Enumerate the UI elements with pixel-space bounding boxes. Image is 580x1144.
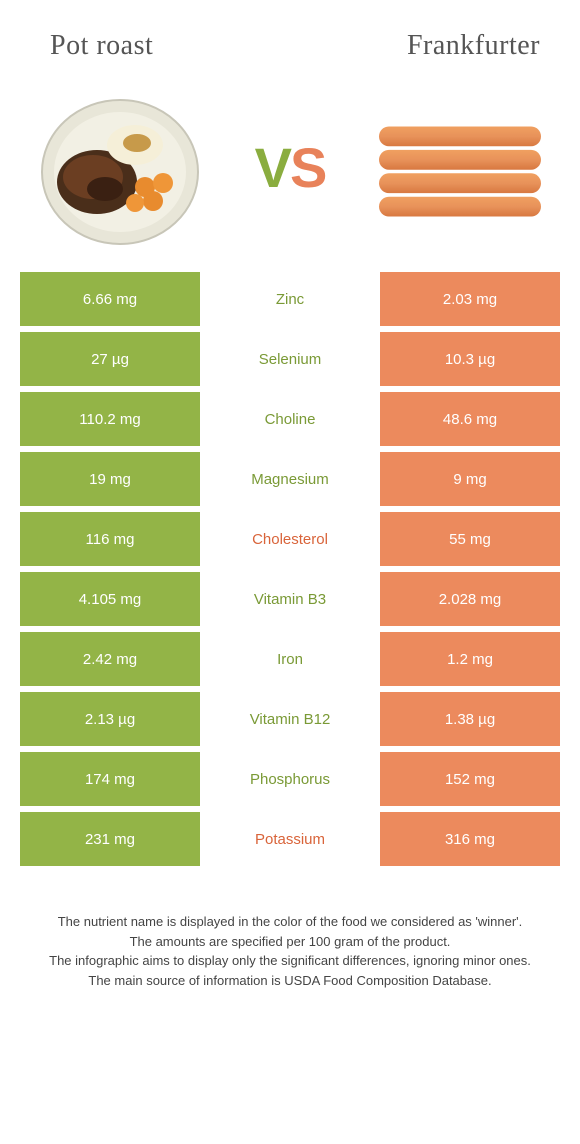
left-value: 110.2 mg	[20, 392, 200, 446]
table-row: 174 mgPhosphorus152 mg	[20, 752, 560, 806]
nutrient-label: Choline	[200, 392, 380, 446]
table-row: 2.42 mgIron1.2 mg	[20, 632, 560, 686]
right-value: 1.2 mg	[380, 632, 560, 686]
vs-label: VS	[255, 135, 326, 200]
nutrient-label: Magnesium	[200, 452, 380, 506]
footer-line-1: The nutrient name is displayed in the co…	[30, 912, 550, 932]
table-row: 231 mgPotassium316 mg	[20, 812, 560, 866]
right-value: 2.03 mg	[380, 272, 560, 326]
left-value: 6.66 mg	[20, 272, 200, 326]
table-row: 116 mgCholesterol55 mg	[20, 512, 560, 566]
title-left: Pot roast	[50, 30, 153, 62]
right-value: 316 mg	[380, 812, 560, 866]
left-value: 27 µg	[20, 332, 200, 386]
table-row: 2.13 µgVitamin B121.38 µg	[20, 692, 560, 746]
title-row: Pot roast Frankfurter	[0, 0, 580, 72]
right-value: 48.6 mg	[380, 392, 560, 446]
right-value: 1.38 µg	[380, 692, 560, 746]
right-value: 152 mg	[380, 752, 560, 806]
left-value: 116 mg	[20, 512, 200, 566]
right-value: 2.028 mg	[380, 572, 560, 626]
hero-row: VS	[0, 72, 580, 272]
left-value: 174 mg	[20, 752, 200, 806]
nutrient-label: Vitamin B3	[200, 572, 380, 626]
right-value: 10.3 µg	[380, 332, 560, 386]
pot-roast-image	[30, 87, 210, 247]
footer-notes: The nutrient name is displayed in the co…	[0, 872, 580, 990]
title-right: Frankfurter	[407, 30, 540, 62]
left-value: 19 mg	[20, 452, 200, 506]
vs-s: S	[290, 136, 325, 199]
table-row: 6.66 mgZinc2.03 mg	[20, 272, 560, 326]
left-value: 2.42 mg	[20, 632, 200, 686]
table-row: 19 mgMagnesium9 mg	[20, 452, 560, 506]
left-value: 2.13 µg	[20, 692, 200, 746]
table-row: 27 µgSelenium10.3 µg	[20, 332, 560, 386]
left-value: 4.105 mg	[20, 572, 200, 626]
footer-line-2: The amounts are specified per 100 gram o…	[30, 932, 550, 952]
nutrient-label: Cholesterol	[200, 512, 380, 566]
footer-line-4: The main source of information is USDA F…	[30, 971, 550, 991]
nutrient-label: Iron	[200, 632, 380, 686]
footer-line-3: The infographic aims to display only the…	[30, 951, 550, 971]
frankfurter-image	[370, 87, 550, 247]
table-row: 4.105 mgVitamin B32.028 mg	[20, 572, 560, 626]
nutrient-label: Phosphorus	[200, 752, 380, 806]
vs-v: V	[255, 136, 290, 199]
right-value: 9 mg	[380, 452, 560, 506]
nutrient-table: 6.66 mgZinc2.03 mg 27 µgSelenium10.3 µg 11…	[0, 272, 580, 866]
table-row: 110.2 mgCholine48.6 mg	[20, 392, 560, 446]
nutrient-label: Zinc	[200, 272, 380, 326]
nutrient-label: Vitamin B12	[200, 692, 380, 746]
nutrient-label: Selenium	[200, 332, 380, 386]
nutrient-label: Potassium	[200, 812, 380, 866]
right-value: 55 mg	[380, 512, 560, 566]
left-value: 231 mg	[20, 812, 200, 866]
